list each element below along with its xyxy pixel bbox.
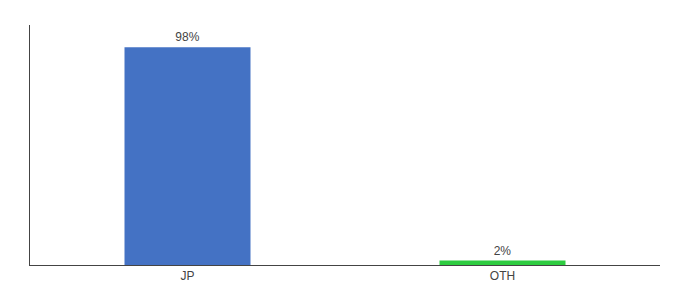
svg-text:OTH: OTH (490, 269, 515, 283)
svg-text:98%: 98% (175, 30, 199, 44)
svg-text:2%: 2% (494, 244, 512, 258)
svg-text:JP: JP (180, 269, 194, 283)
